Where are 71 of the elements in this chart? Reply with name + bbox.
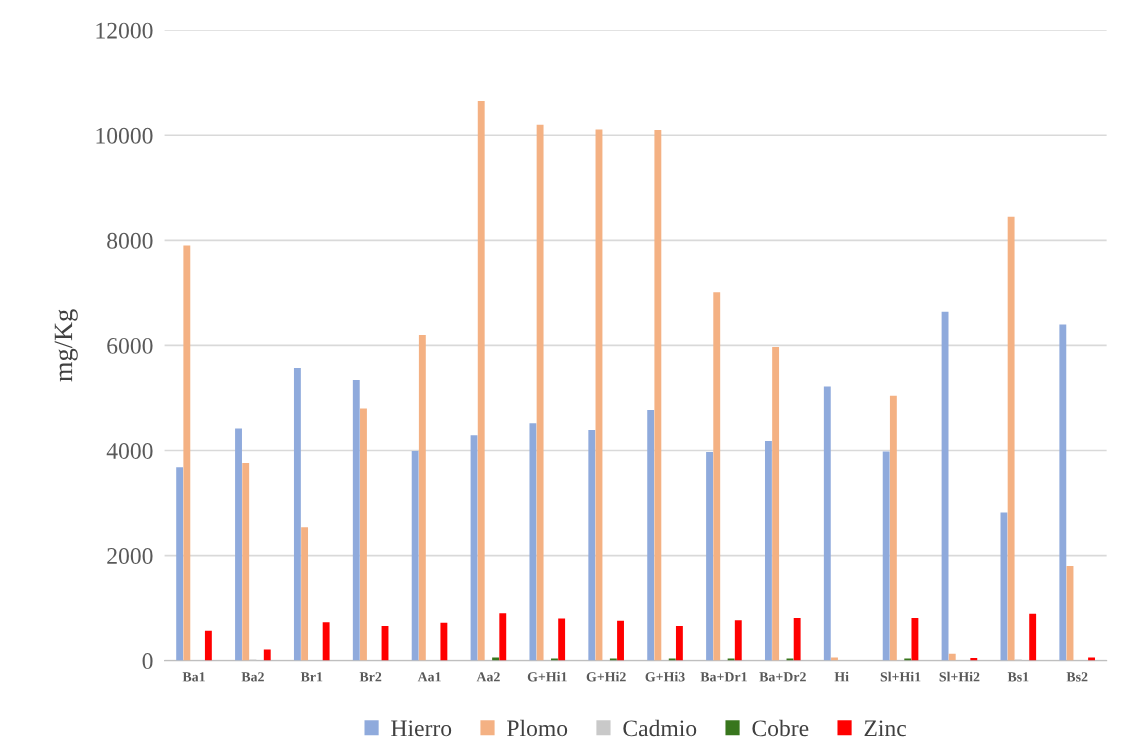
bar <box>322 622 330 661</box>
bar <box>941 311 949 661</box>
bar <box>647 410 655 661</box>
bar <box>558 618 566 661</box>
bar <box>263 649 271 661</box>
bar <box>293 368 301 661</box>
bar <box>1000 512 1008 661</box>
y-tick-label: 2000 <box>107 548 153 564</box>
legend-label: Plomo <box>507 719 568 737</box>
y-axis-title: mg/Kg <box>54 309 78 382</box>
bar <box>1059 324 1067 661</box>
x-tick-label: Hi <box>834 671 849 682</box>
x-tick-label: Br1 <box>300 672 323 682</box>
y-tick-label: 8000 <box>107 232 153 249</box>
bar <box>734 620 742 661</box>
bar <box>1007 216 1015 661</box>
x-tick-label: Ba+Dr1 <box>700 672 747 682</box>
y-tick-label: 6000 <box>107 337 153 354</box>
bar <box>764 441 772 661</box>
bar <box>882 451 890 661</box>
bar <box>352 380 360 661</box>
x-tick-label: Aa2 <box>476 672 500 682</box>
bar <box>301 527 309 661</box>
bar <box>793 618 801 661</box>
x-tick-label: Ba2 <box>241 672 264 682</box>
bar <box>477 101 485 661</box>
legend-label: Hierro <box>391 720 452 737</box>
bar <box>823 386 831 661</box>
x-tick-label: Br2 <box>359 672 382 682</box>
bar <box>242 463 250 661</box>
x-tick-label: Bs2 <box>1066 672 1088 682</box>
bar <box>1088 657 1095 661</box>
bar <box>529 423 537 661</box>
bar <box>360 408 367 661</box>
bar <box>654 130 662 661</box>
bar <box>706 452 713 661</box>
bar <box>831 657 838 661</box>
legend-label: Cobre <box>752 719 809 737</box>
bar <box>418 334 426 661</box>
y-tick-label: 10000 <box>96 127 153 144</box>
x-tick-label: Aa1 <box>417 672 441 682</box>
bar <box>911 618 919 661</box>
x-tick-label: G+Hi1 <box>527 671 567 682</box>
bar <box>492 657 500 661</box>
bar <box>536 124 544 661</box>
x-tick-label: Sl+Hi1 <box>880 671 921 682</box>
bar <box>183 245 191 661</box>
y-tick-label: 0 <box>142 653 153 670</box>
x-tick-label: Sl+Hi2 <box>939 671 980 682</box>
x-tick-label: Bs1 <box>1007 672 1029 682</box>
bar <box>499 613 507 661</box>
bar <box>713 292 721 661</box>
bar <box>235 428 242 661</box>
bar <box>411 451 419 661</box>
y-tick-label: 4000 <box>106 442 153 459</box>
bar <box>204 630 212 661</box>
y-tick-label: 12000 <box>96 22 153 39</box>
bar <box>675 625 683 661</box>
bar <box>1029 613 1037 661</box>
legend-label: Cadmio <box>623 719 697 737</box>
x-tick-label: G+Hi3 <box>645 671 685 682</box>
bar <box>176 467 184 661</box>
bar <box>617 620 624 661</box>
bar <box>588 429 596 661</box>
x-tick-label: G+Hi2 <box>586 671 626 682</box>
x-tick-label: Ba1 <box>182 672 205 682</box>
bar <box>440 622 448 661</box>
x-tick-label: Ba+Dr2 <box>759 672 806 682</box>
bar <box>772 346 780 661</box>
bar <box>889 395 897 661</box>
legend-label: Zinc <box>864 720 906 737</box>
